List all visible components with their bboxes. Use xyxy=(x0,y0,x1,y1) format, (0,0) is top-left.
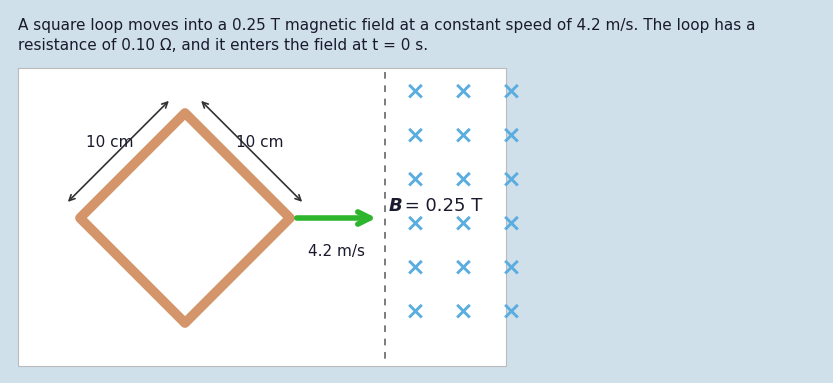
Text: ×: × xyxy=(405,300,426,324)
Text: ×: × xyxy=(501,212,521,236)
Text: B: B xyxy=(389,197,402,215)
Text: 4.2 m/s: 4.2 m/s xyxy=(308,244,365,259)
Text: ×: × xyxy=(405,80,426,104)
Bar xyxy=(18,68,506,366)
Text: ×: × xyxy=(405,256,426,280)
Text: ×: × xyxy=(452,80,473,104)
Text: ×: × xyxy=(452,300,473,324)
Polygon shape xyxy=(80,113,290,323)
Text: ×: × xyxy=(452,256,473,280)
Text: ×: × xyxy=(405,168,426,192)
Text: ×: × xyxy=(501,80,521,104)
Text: ×: × xyxy=(452,124,473,148)
Text: ×: × xyxy=(501,168,521,192)
Text: resistance of 0.10 Ω, and it enters the field at t = 0 s.: resistance of 0.10 Ω, and it enters the … xyxy=(18,38,428,53)
Text: ×: × xyxy=(405,212,426,236)
Text: ×: × xyxy=(501,300,521,324)
Text: 10 cm: 10 cm xyxy=(237,135,284,151)
Text: ×: × xyxy=(452,212,473,236)
Text: 10 cm: 10 cm xyxy=(86,135,133,151)
Text: A square loop moves into a 0.25 T magnetic field at a constant speed of 4.2 m/s.: A square loop moves into a 0.25 T magnet… xyxy=(18,18,756,33)
Text: ×: × xyxy=(501,124,521,148)
Text: ×: × xyxy=(405,124,426,148)
Text: = 0.25 T: = 0.25 T xyxy=(399,197,482,215)
Text: ×: × xyxy=(452,168,473,192)
Text: ×: × xyxy=(501,256,521,280)
